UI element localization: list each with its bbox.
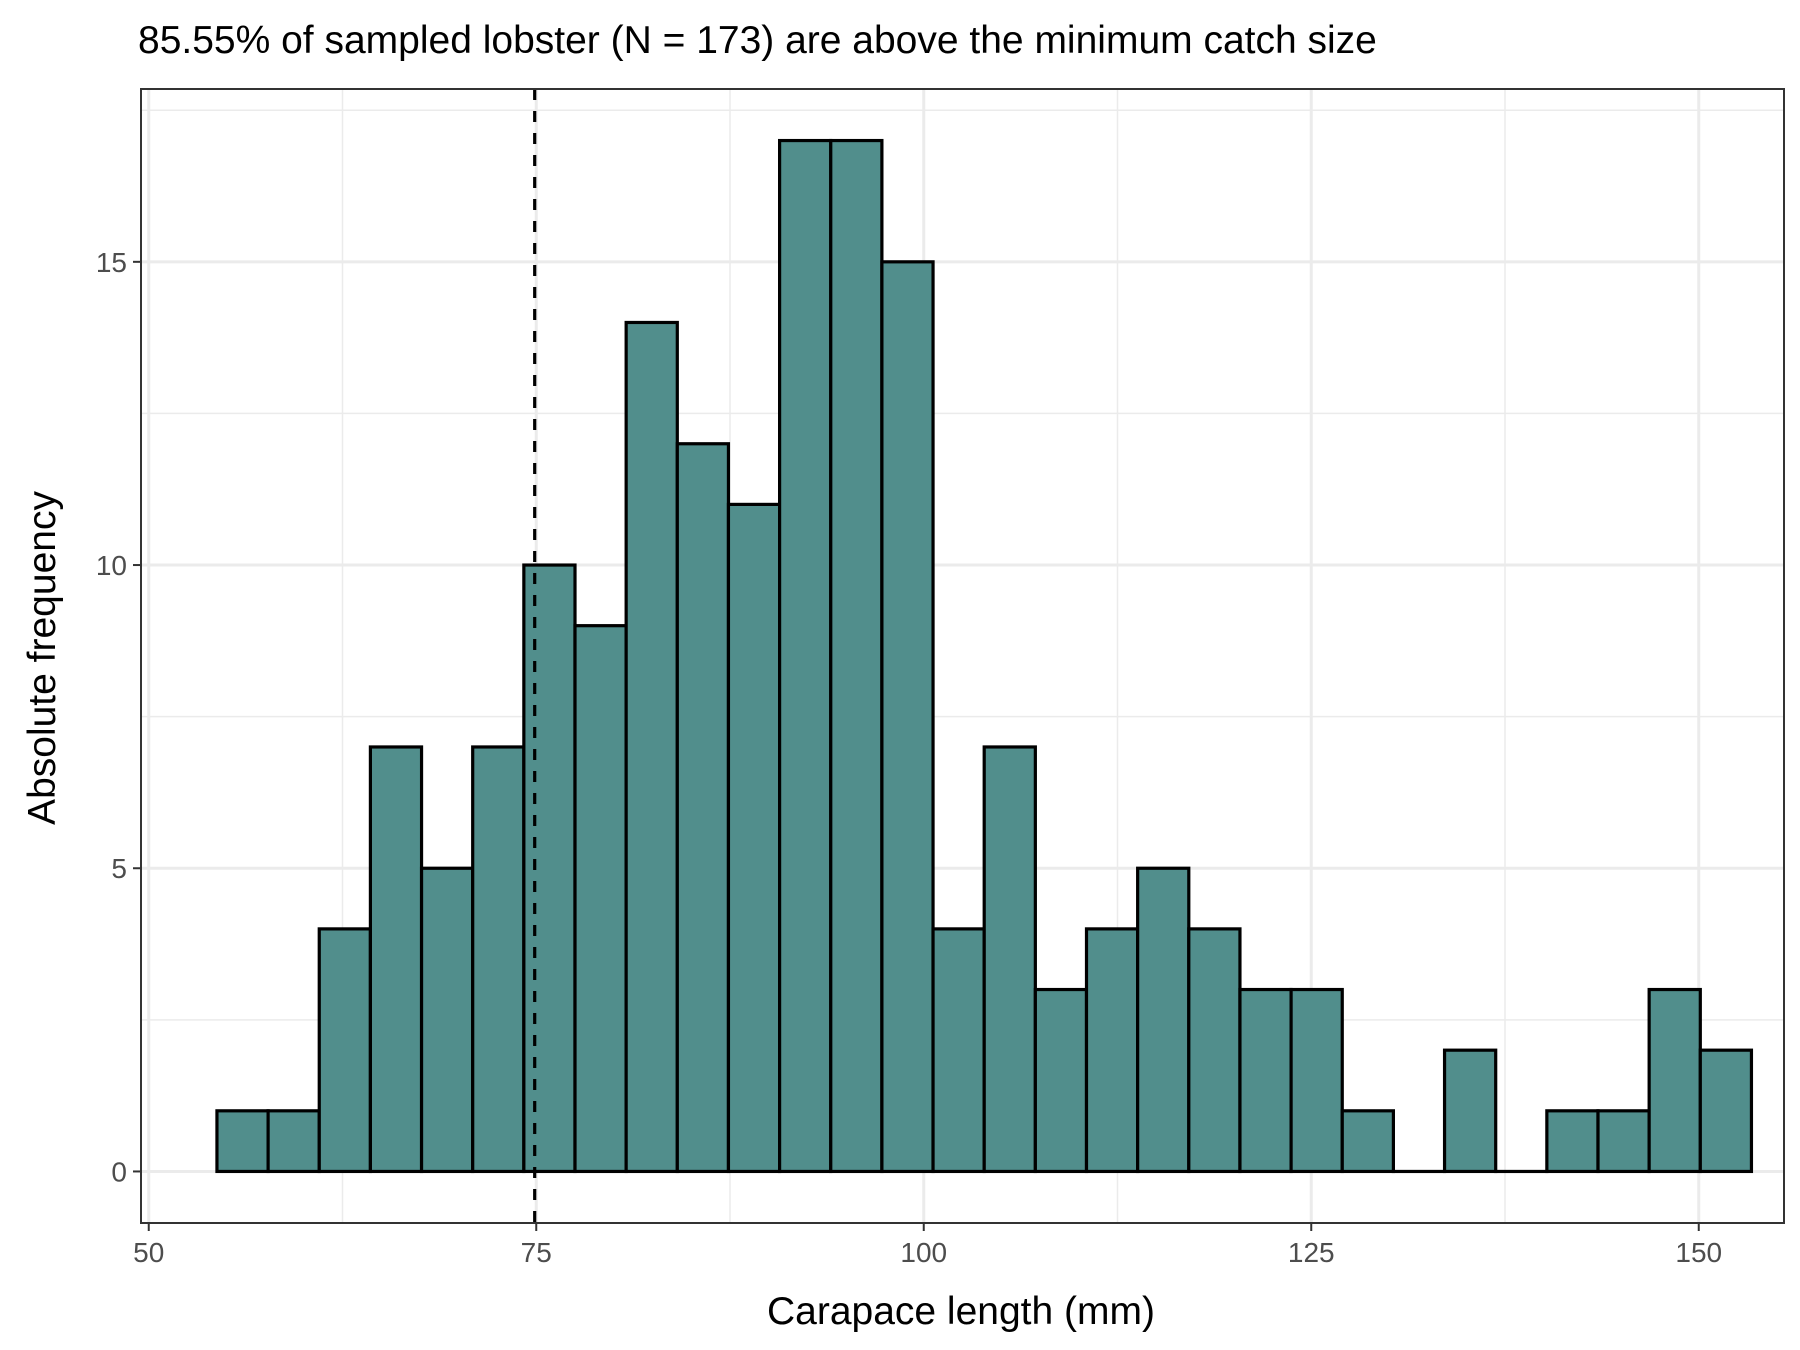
histogram-bar (982, 745, 1037, 1174)
histogram-bar (419, 866, 475, 1174)
histogram-bar (1698, 1048, 1754, 1174)
histogram-bar (368, 745, 424, 1174)
histogram-bar (1545, 1109, 1600, 1174)
x-tick-label: 125 (1288, 1237, 1335, 1268)
histogram-bar (1238, 987, 1293, 1174)
x-tick-label: 100 (900, 1237, 947, 1268)
histogram-bar (931, 927, 986, 1174)
histogram-bar (1596, 1109, 1651, 1174)
histogram-bar (573, 624, 628, 1174)
x-tick-label: 50 (133, 1237, 164, 1268)
histogram-bar (1442, 1048, 1498, 1174)
histogram-bar (1289, 987, 1344, 1174)
y-axis-title: Absolute frequency (21, 491, 64, 825)
histogram-bar (726, 502, 782, 1174)
histogram-bar (624, 320, 679, 1174)
histogram-bar (880, 260, 935, 1174)
x-tick-label: 150 (1675, 1237, 1722, 1268)
x-tick-label: 75 (521, 1237, 552, 1268)
histogram-bar (1340, 1109, 1396, 1174)
x-axis-title: Carapace length (mm) (767, 1290, 1155, 1333)
histogram-bar (675, 442, 731, 1174)
histogram-bar (1084, 927, 1140, 1174)
histogram-bar (777, 138, 833, 1174)
histogram-bar (1033, 987, 1089, 1174)
histogram-bar (317, 927, 373, 1174)
histogram-bar (471, 745, 526, 1174)
histogram-bar (522, 563, 577, 1174)
histogram-bar (829, 138, 884, 1174)
plot-border (140, 88, 1785, 1224)
histogram-bar (1187, 927, 1242, 1174)
chart-title: 85.55% of sampled lobster (N = 173) are … (138, 19, 1377, 62)
histogram-bar (266, 1109, 321, 1174)
histogram-bar (1136, 866, 1191, 1174)
y-tick-label: 10 (96, 550, 127, 581)
histogram-bar (1647, 987, 1702, 1174)
y-tick-label: 5 (111, 853, 127, 884)
y-tick-label: 15 (96, 247, 127, 278)
histogram-bar (215, 1109, 270, 1174)
y-tick-label: 0 (111, 1156, 127, 1187)
